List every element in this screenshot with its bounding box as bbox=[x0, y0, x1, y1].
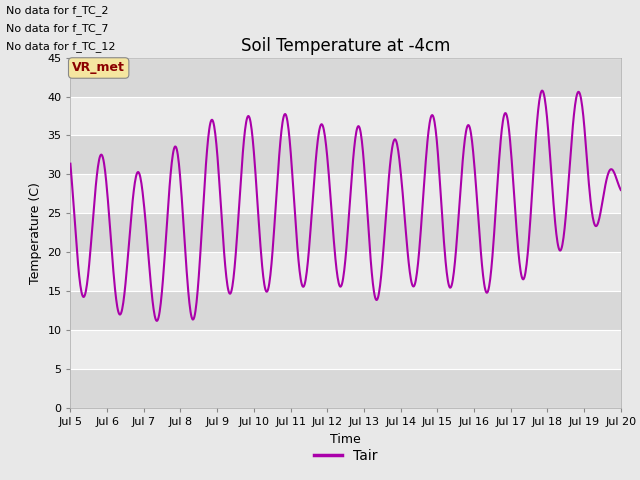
Bar bbox=[70, 213, 621, 252]
Text: No data for f_TC_7: No data for f_TC_7 bbox=[6, 23, 109, 34]
Bar bbox=[70, 252, 621, 291]
Bar bbox=[70, 369, 621, 408]
Bar bbox=[70, 135, 621, 174]
Legend: Tair: Tair bbox=[308, 443, 383, 468]
Y-axis label: Temperature (C): Temperature (C) bbox=[29, 182, 42, 284]
Text: VR_met: VR_met bbox=[72, 61, 125, 74]
Bar bbox=[70, 58, 621, 96]
X-axis label: Time: Time bbox=[330, 432, 361, 445]
Title: Soil Temperature at -4cm: Soil Temperature at -4cm bbox=[241, 36, 451, 55]
Text: No data for f_TC_12: No data for f_TC_12 bbox=[6, 41, 116, 52]
Bar bbox=[70, 330, 621, 369]
Bar bbox=[70, 174, 621, 213]
Bar bbox=[70, 96, 621, 135]
Bar bbox=[70, 291, 621, 330]
Text: No data for f_TC_2: No data for f_TC_2 bbox=[6, 5, 109, 16]
